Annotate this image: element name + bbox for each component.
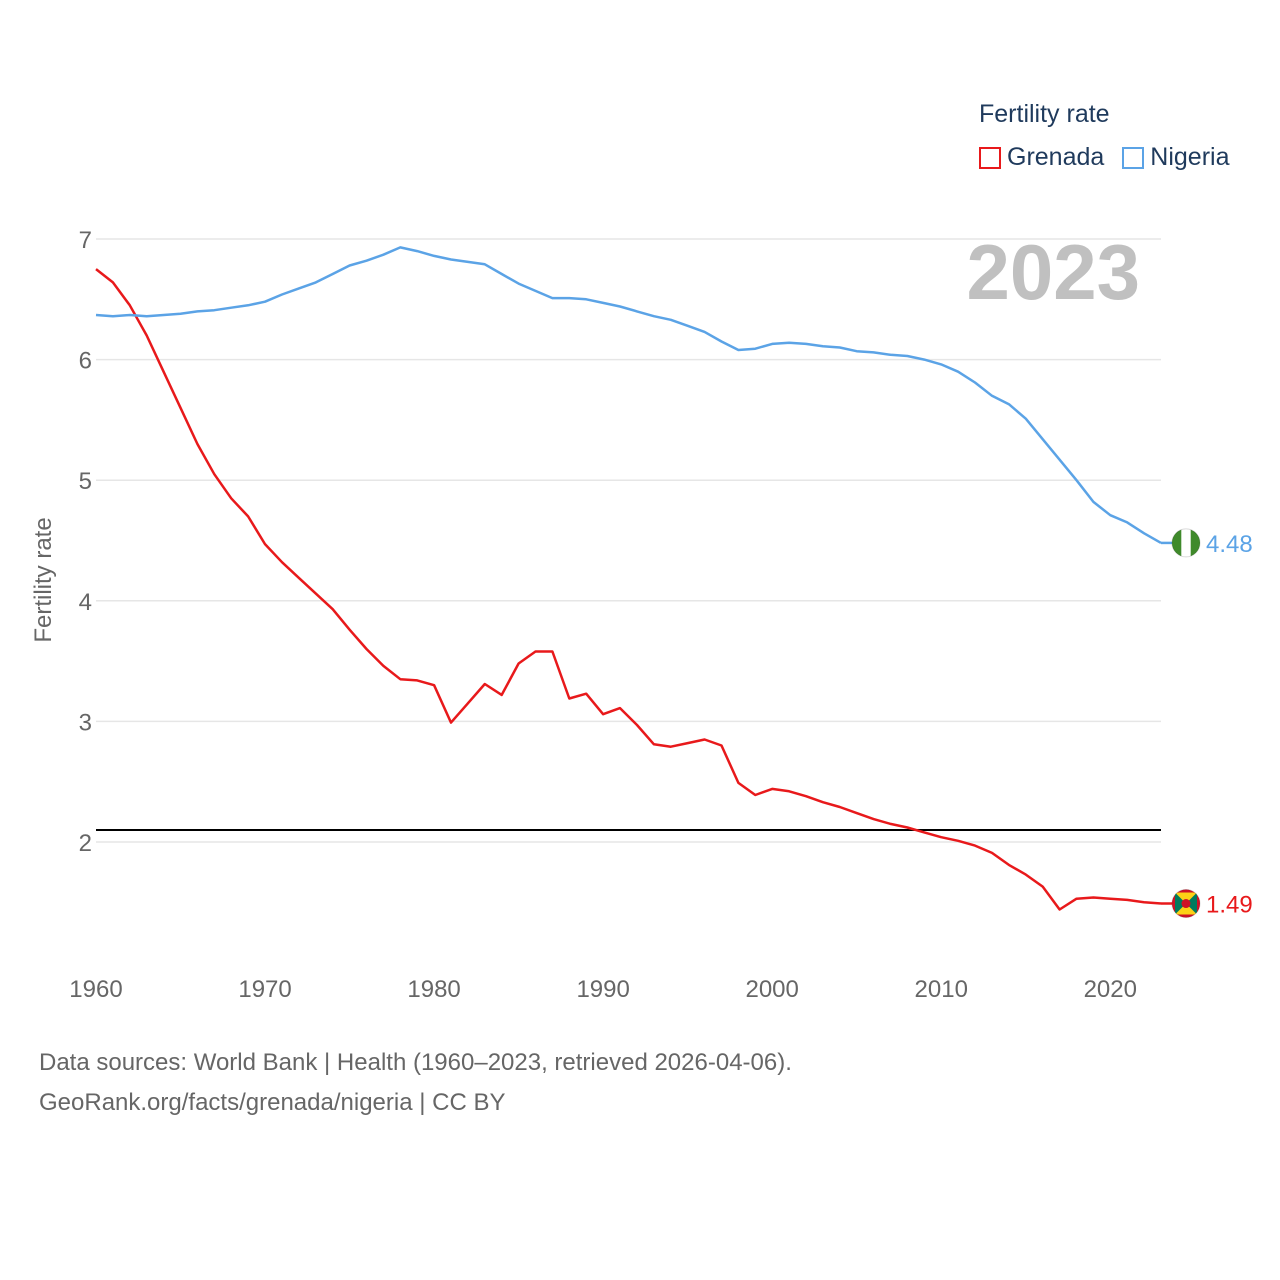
end-label-nigeria: 4.48 (1206, 531, 1253, 558)
y-axis-label: Fertility rate (30, 517, 57, 642)
x-axis-ticks: 1960 1970 1980 1990 2000 2010 2020 (69, 976, 1137, 1003)
x-tick-label: 1980 (407, 976, 460, 1003)
y-tick-label: 4 (79, 589, 92, 616)
grid-lines (96, 238, 1161, 843)
legend-item-grenada[interactable]: Grenada (979, 143, 1104, 172)
x-tick-label: 2000 (745, 976, 798, 1003)
nigeria-flag-icon (1171, 528, 1201, 558)
grenada-flag-icon (1171, 889, 1201, 919)
y-tick-label: 2 (79, 830, 92, 857)
legend-item-nigeria[interactable]: Nigeria (1122, 143, 1230, 172)
legend-swatch-grenada (979, 146, 1001, 169)
legend-label-grenada: Grenada (1007, 143, 1105, 171)
legend-title: Fertility rate (979, 100, 1110, 128)
series-line-grenada (95, 268, 1162, 911)
source-line: Data sources: World Bank | Health (1960–… (39, 1049, 792, 1076)
y-axis-ticks: 2 3 4 5 6 7 (79, 227, 92, 857)
year-watermark: 2023 (966, 228, 1140, 316)
legend-label-nigeria: Nigeria (1150, 143, 1230, 171)
end-label-grenada: 1.49 (1206, 892, 1253, 919)
license-line: GeoRank.org/facts/grenada/nigeria | CC B… (39, 1089, 506, 1116)
x-tick-label: 2010 (915, 976, 968, 1003)
series-line-nigeria (95, 246, 1162, 544)
x-tick-label: 1970 (238, 976, 291, 1003)
x-tick-label: 1990 (576, 976, 629, 1003)
y-tick-label: 6 (79, 348, 92, 375)
legend-swatch-nigeria (1122, 146, 1145, 169)
y-tick-label: 7 (79, 227, 92, 254)
legend: Grenada Nigeria (979, 143, 1248, 172)
y-tick-label: 3 (79, 709, 92, 736)
x-tick-label: 2020 (1084, 976, 1137, 1003)
x-tick-label: 1960 (69, 976, 122, 1003)
y-tick-label: 5 (79, 468, 92, 495)
data-sources: Data sources: World Bank | Health (1960–… (39, 1043, 792, 1123)
